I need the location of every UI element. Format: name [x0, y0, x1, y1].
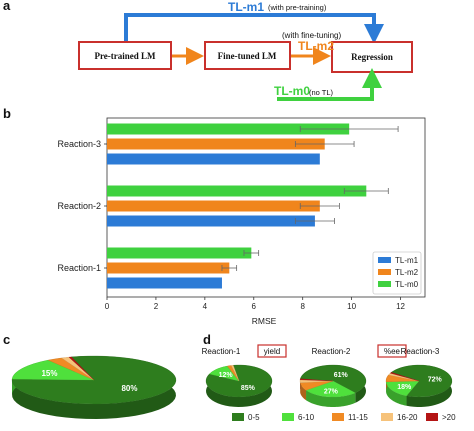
panel-b: b 0 2 4 6 8 10 12 Reaction-3 Reaction-2 Reaction-… — [3, 106, 426, 326]
pie-side — [306, 390, 356, 407]
pie-chart-reaction-2: 61% 27% Reaction-2 %ee — [299, 344, 407, 407]
pretrained-lm-box — [78, 41, 172, 70]
pie-legend-swatch — [282, 413, 294, 421]
legend-swatch — [378, 257, 391, 263]
panel-label-d: d — [203, 332, 211, 347]
tl-m1-note: (with pre-training) — [268, 3, 327, 12]
category-label: Reaction-1 — [57, 263, 101, 273]
bar-tl-m0 — [107, 123, 350, 135]
pie-legend-label: 0-5 — [248, 413, 260, 422]
pie-legend-swatch — [332, 413, 344, 421]
bar-chart-xlabel: RMSE — [252, 316, 277, 326]
pie-side — [300, 382, 307, 401]
bar-tl-m0 — [107, 185, 367, 197]
pie-value-label: 80% — [121, 384, 137, 393]
pie-side — [386, 381, 407, 406]
legend-label: TL-m0 — [395, 280, 419, 289]
bar-tl-m2 — [107, 200, 320, 212]
bar-tl-m0 — [107, 247, 252, 259]
pie-slice-0-5 — [300, 364, 367, 393]
pie-value-label: 61% — [334, 372, 349, 379]
pie-slice->20 — [299, 378, 334, 382]
legend-swatch — [378, 281, 391, 287]
bar-tl-m2 — [107, 138, 325, 150]
pretrained-lm-label: Pre-trained LM — [94, 51, 156, 61]
x-tick-label: 6 — [252, 302, 257, 311]
pie-chart-reaction-3: 72% 18% Reaction-3 — [385, 347, 453, 407]
x-tick-label: 0 — [105, 302, 110, 311]
bar-tl-m1 — [107, 215, 315, 227]
regression-label: Regression — [351, 52, 393, 62]
bar-tl-m2 — [107, 262, 230, 274]
pie-slice-6-10 — [11, 359, 95, 381]
legend-label: TL-m1 — [395, 256, 419, 265]
tl-m0-label: TL-m0 — [274, 84, 310, 98]
panel-label-b: b — [3, 106, 11, 121]
bar-tl-m1 — [107, 277, 222, 289]
pie-value-label: 72% — [428, 377, 443, 384]
category-label: Reaction-2 — [57, 201, 101, 211]
pie-slice->20 — [389, 372, 420, 382]
pie-tag-box — [257, 344, 287, 358]
pie-legend-swatch — [232, 413, 244, 421]
pie-tag-label: %ee — [384, 347, 401, 356]
pie-title: Reaction-2 — [312, 347, 351, 356]
pie-value-label: 18% — [397, 384, 412, 391]
panel-d: d 85% 12% Reaction-1 yield 61% 27% Reaction-2… — [202, 332, 456, 422]
pie-value-label: 27% — [324, 389, 339, 396]
pie-value-label: 85% — [241, 385, 256, 392]
panel-label-c: c — [3, 332, 10, 347]
tl-m0-note: (no TL) — [309, 88, 334, 97]
pie-title: Reaction-3 — [401, 347, 440, 356]
x-tick-label: 2 — [154, 302, 159, 311]
tl-m0-arrow — [277, 68, 382, 101]
pie-legend-label: 16-20 — [397, 413, 418, 422]
pie-tag-box — [377, 344, 407, 358]
finetuned-lm-box — [204, 41, 291, 70]
pie-legend: 0-5 6-10 11-15 16-20 >20 — [232, 413, 456, 422]
x-tick-label: 8 — [300, 302, 305, 311]
x-tick-label: 12 — [396, 302, 405, 311]
pie-chart-reaction-1: 85% 12% Reaction-1 yield — [202, 344, 287, 407]
pie-legend-label: >20 — [442, 413, 456, 422]
panel-c: c 80% 15% — [3, 332, 177, 419]
pie-slice-6-10 — [305, 380, 356, 398]
tl-m2-note: (with fine-tuning) — [282, 31, 341, 40]
category-label: Reaction-3 — [57, 139, 101, 149]
bar-chart-legend: TL-m1 TL-m2 TL-m0 — [372, 251, 422, 295]
pie-legend-label: 6-10 — [298, 413, 315, 422]
bar-chart-marks — [107, 123, 399, 289]
pie-slice-16-20 — [231, 365, 240, 382]
x-tick-label: 4 — [203, 302, 208, 311]
x-tick-label: 10 — [347, 302, 356, 311]
panel-a: a TL-m1 (with pre-training) Pre-trained … — [3, 0, 413, 101]
pie-legend-swatch — [381, 413, 393, 421]
pie-slice-0-5 — [390, 364, 453, 398]
pie-title: Reaction-1 — [202, 347, 241, 356]
finetuned-lm-label: Fine-tuned LM — [218, 51, 277, 61]
legend-swatch — [378, 269, 391, 275]
pie-value-label: 12% — [219, 372, 234, 379]
tl-m1-arrow — [124, 13, 384, 44]
panel-label-a: a — [3, 0, 11, 13]
tl-m2-label: TL-m2 — [298, 39, 334, 53]
tl-m1-label: TL-m1 — [228, 0, 264, 14]
pie-chart-overall: 80% 15% — [11, 355, 177, 419]
pie-value-label: 15% — [41, 369, 57, 378]
bar-tl-m1 — [107, 153, 320, 165]
legend-label: TL-m2 — [395, 268, 419, 277]
pie-legend-swatch — [426, 413, 438, 421]
pie-slice->20 — [68, 356, 95, 381]
pie-legend-label: 11-15 — [348, 413, 368, 422]
pie-tag-label: yield — [264, 347, 280, 356]
